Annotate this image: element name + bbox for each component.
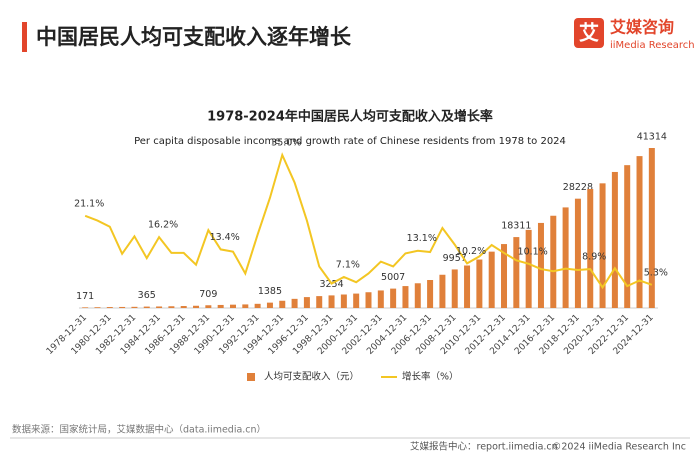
bar-value-label: 18311 — [501, 221, 531, 232]
line-value-label: 35.0% — [271, 138, 301, 149]
bar — [229, 304, 236, 308]
bar — [488, 251, 495, 308]
bar — [340, 294, 347, 308]
legend-label: 增长率（%） — [402, 371, 459, 383]
bar — [624, 165, 631, 308]
bar — [94, 307, 101, 308]
bar — [611, 171, 618, 308]
line-value-label: 8.9% — [582, 252, 606, 263]
bar — [525, 229, 532, 308]
logo-icon-box — [574, 18, 604, 48]
source-note: 数据来源：国家统计局，艾媒数据中心（data.iimedia.cn） — [12, 424, 266, 436]
page-title: 中国居民人均可支配收入逐年增长 — [36, 25, 352, 49]
logo-cn: 艾媒咨询 — [610, 18, 674, 37]
bar — [316, 296, 323, 308]
line-value-label: 10.1% — [518, 246, 548, 257]
bar — [143, 306, 150, 308]
bar — [439, 274, 446, 308]
bar — [377, 290, 384, 308]
legend-swatch — [247, 373, 255, 381]
footer-copyright: ©2024 iiMedia Research Inc — [552, 442, 686, 453]
bar-value-label: 28228 — [563, 182, 593, 193]
chart-subtitle: Per capita disposable income and growth … — [134, 136, 566, 147]
bar-value-label: 709 — [199, 289, 217, 300]
bar — [353, 293, 360, 308]
bar — [537, 222, 544, 308]
bar — [427, 280, 434, 308]
bar — [476, 259, 483, 308]
footer-report: 艾媒报告中心：report.iimedia.cn — [410, 441, 558, 453]
bar — [291, 298, 298, 308]
bar — [254, 303, 261, 308]
bar-value-label: 41314 — [637, 132, 667, 143]
bar-value-label: 365 — [138, 290, 156, 301]
bar-value-label: 5007 — [381, 272, 405, 283]
bar — [279, 300, 286, 308]
bar — [464, 265, 471, 308]
bar — [168, 306, 175, 308]
bar — [303, 297, 310, 308]
bar — [205, 305, 212, 308]
growth-line — [84, 152, 653, 290]
legend-label: 人均可支配收入（元） — [264, 371, 359, 383]
bar — [266, 302, 273, 308]
bar — [562, 207, 569, 308]
logo-en: iiMedia Research — [610, 40, 695, 51]
line-value-label: 10.2% — [456, 246, 486, 257]
bar — [106, 307, 113, 308]
bar — [550, 215, 557, 308]
bar — [131, 306, 138, 308]
bar — [217, 304, 224, 308]
bar — [82, 307, 89, 308]
chart-title: 1978-2024年中国居民人均可支配收入及增长率 — [207, 109, 493, 125]
bar — [119, 306, 126, 308]
bar — [414, 283, 421, 308]
line-value-label: 13.4% — [210, 232, 240, 243]
line-value-label: 16.2% — [148, 220, 178, 231]
bar — [390, 288, 397, 308]
bar — [648, 148, 655, 308]
bar — [242, 304, 249, 308]
bar-value-label: 1385 — [258, 286, 282, 297]
line-value-label: 7.1% — [336, 259, 360, 270]
bar-value-label: 171 — [76, 291, 94, 302]
bar — [451, 269, 458, 308]
bar — [180, 306, 187, 308]
bar — [365, 292, 372, 308]
line-value-label: 5.3% — [644, 267, 668, 278]
bar-value-label: 9957 — [443, 253, 467, 264]
logo-icon: 艾 — [579, 21, 599, 45]
bar — [513, 237, 520, 308]
line-value-label: 21.1% — [74, 198, 104, 209]
bar — [599, 183, 606, 308]
bar — [193, 305, 200, 308]
bar — [156, 306, 163, 308]
bar — [574, 198, 581, 308]
title-accent — [22, 22, 27, 52]
line-value-label: 13.1% — [407, 233, 437, 244]
bar — [501, 244, 508, 308]
bar — [402, 286, 409, 308]
bar — [587, 188, 594, 308]
bar — [328, 295, 335, 308]
bar — [636, 156, 643, 308]
